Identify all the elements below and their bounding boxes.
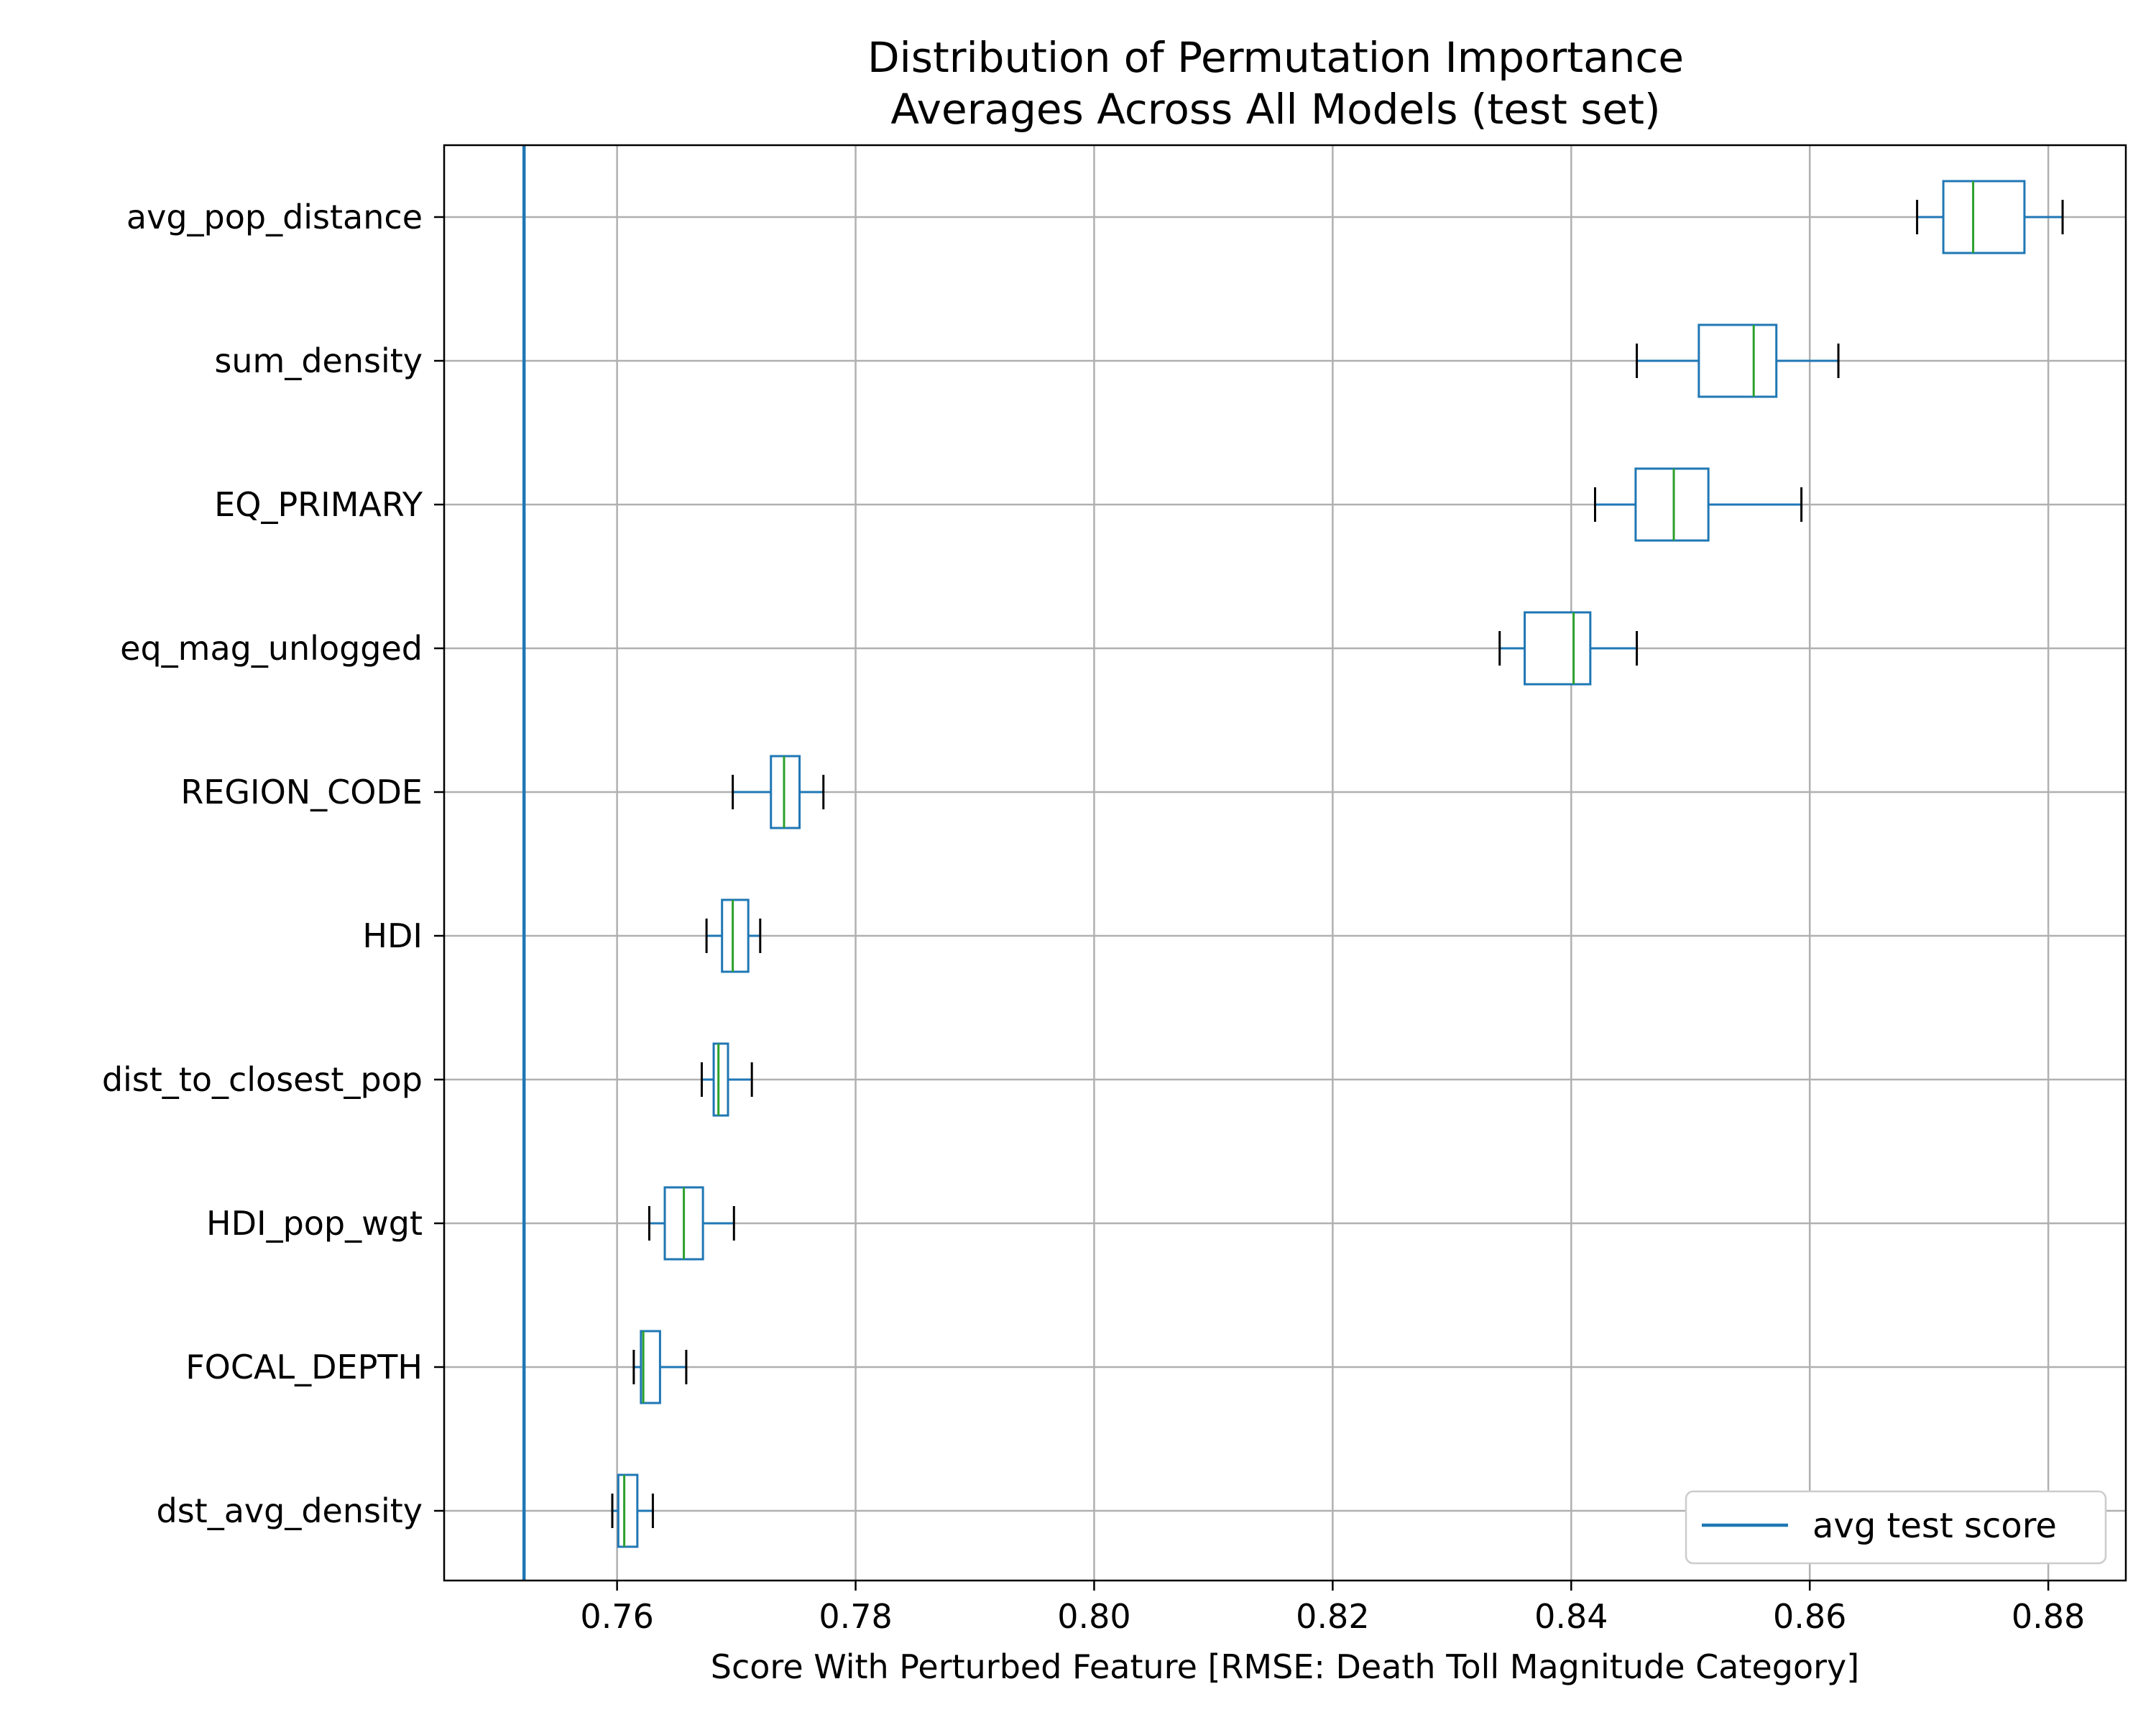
iqr-box [1634, 467, 1710, 542]
y-tick-label: HDI [362, 916, 423, 955]
iqr-box [617, 1473, 639, 1548]
x-tick-label: 0.76 [580, 1597, 653, 1636]
x-axis-label: Score With Perturbed Feature [RMSE: Deat… [711, 1647, 1859, 1686]
x-tick-label: 0.82 [1296, 1597, 1369, 1636]
y-tick-label: EQ_PRIMARY [214, 485, 423, 524]
boxes-layer [611, 180, 2064, 1548]
box-sum_density [1636, 323, 1840, 398]
box-dist_to_closest_pop [700, 1042, 753, 1117]
box-EQ_PRIMARY [1593, 467, 1803, 542]
iqr-box [770, 755, 801, 829]
iqr-box [721, 898, 750, 973]
box-HDI_pop_wgt [648, 1186, 735, 1261]
x-tick-label: 0.86 [1773, 1597, 1846, 1636]
box-eq_mag_unlogged [1498, 611, 1639, 686]
x-tick-label: 0.78 [819, 1597, 892, 1636]
axes-layer: 0.76 0.78 0.80 0.82 0.84 0.86 0.88 avg_pop_dist… [102, 198, 2086, 1636]
iqr-box [1524, 611, 1592, 686]
iqr-box [712, 1042, 729, 1117]
y-tick-label: dst_avg_density [157, 1491, 423, 1530]
plot-frame [443, 144, 2127, 1582]
y-tick-label: sum_density [214, 341, 423, 380]
x-tick-label: 0.88 [2012, 1597, 2085, 1636]
chart-title-line1: Distribution of Permutation Importance [867, 33, 1684, 82]
grid-lines [444, 145, 2126, 1581]
y-tick-label: FOCAL_DEPTH [185, 1348, 423, 1386]
box-avg_pop_distance [1916, 180, 2064, 254]
iqr-box [1697, 323, 1778, 398]
y-tick-label: avg_pop_distance [126, 198, 423, 236]
box-FOCAL_DEPTH [632, 1330, 688, 1404]
iqr-box [1942, 180, 2026, 254]
box-dst_avg_density [611, 1473, 654, 1548]
y-tick-label: REGION_CODE [180, 773, 423, 811]
legend: avg test score [1685, 1490, 2107, 1565]
legend-label: avg test score [1812, 1506, 2057, 1546]
legend-box [1685, 1490, 2107, 1565]
x-tick-label: 0.84 [1534, 1597, 1608, 1636]
chart-title-line2: Averages Across All Models (test set) [890, 85, 1660, 134]
y-tick-label: dist_to_closest_pop [102, 1060, 423, 1099]
box-REGION_CODE [732, 755, 825, 829]
y-tick-label: HDI_pop_wgt [206, 1204, 423, 1243]
x-tick-label: 0.80 [1057, 1597, 1130, 1636]
box-HDI [705, 898, 762, 973]
y-tick-label: eq_mag_unlogged [120, 629, 423, 668]
